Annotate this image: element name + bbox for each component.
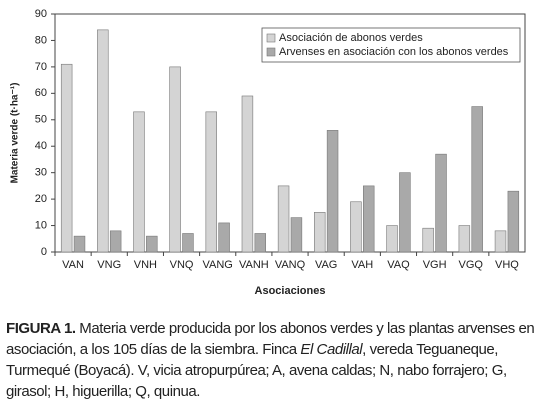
y-tick-label: 10 <box>35 219 47 231</box>
legend-swatch <box>266 33 276 43</box>
bar <box>97 29 109 253</box>
bar <box>494 230 507 253</box>
y-tick-label: 80 <box>35 34 47 46</box>
x-tick-label: VAQ <box>387 259 410 271</box>
x-tick-label: VGQ <box>459 259 484 271</box>
x-tick-label: VAG <box>315 259 337 271</box>
y-tick-label: 20 <box>35 193 47 205</box>
y-tick-label: 0 <box>41 246 47 258</box>
chart: Materia verde (t·ha⁻¹) Asociaciones 0 10 2… <box>10 8 526 297</box>
bar <box>326 130 339 253</box>
y-tick-label: 90 <box>35 8 47 20</box>
y-tick-label: 40 <box>35 140 47 152</box>
legend-label: Asociación de abonos verdes <box>279 32 423 44</box>
bar <box>241 95 254 253</box>
y-tick-label: 60 <box>35 87 47 99</box>
bar <box>350 201 362 253</box>
x-tick-label: VANH <box>239 259 269 271</box>
y-tick-label: 70 <box>35 61 47 73</box>
bar <box>363 185 375 253</box>
bar <box>471 106 483 253</box>
caption-label: FIGURA 1. <box>6 320 76 337</box>
bar <box>314 212 326 253</box>
x-tick-label: VHQ <box>495 259 519 271</box>
bar <box>146 235 158 253</box>
x-tick-label: VNQ <box>170 259 194 271</box>
legend-swatch <box>266 47 276 57</box>
bar <box>435 153 447 253</box>
x-axis-label: Asociaciones <box>255 285 326 297</box>
y-tick-label: 50 <box>35 114 47 126</box>
bar <box>422 227 434 253</box>
x-tick-label: VANQ <box>275 259 306 271</box>
bar <box>277 185 290 253</box>
x-tick-label: VGH <box>423 259 447 271</box>
caption-text: Materia verde producida por los abonos v… <box>6 320 535 358</box>
bar <box>205 111 217 253</box>
x-tick-label: VAH <box>351 259 373 271</box>
x-tick-label: VANG <box>203 259 233 271</box>
legend-box <box>261 27 521 63</box>
x-tick-label: VAN <box>62 259 84 271</box>
bar <box>133 111 145 253</box>
caption-text: , vereda Teguaneque, Turmequé (Boyacá). … <box>6 341 507 400</box>
y-axis-label: Materia verde (t·ha⁻¹) <box>10 83 21 184</box>
bar <box>507 190 520 253</box>
bar <box>458 225 471 253</box>
bar <box>254 233 266 253</box>
bar <box>182 233 194 253</box>
bar <box>399 172 411 253</box>
caption-italic: El Cadillal <box>300 341 363 358</box>
bar <box>60 63 73 253</box>
x-tick-label: VNH <box>134 259 157 271</box>
legend-label: Arvenses en asociación con los abonos ve… <box>279 46 509 58</box>
bar <box>109 230 122 253</box>
bar <box>218 222 230 253</box>
bar <box>386 225 398 253</box>
caption: FIGURA 1. Materia verde producida por lo… <box>6 318 538 402</box>
y-tick-label: 30 <box>35 167 47 179</box>
bar <box>169 66 181 253</box>
plot-area <box>54 13 526 253</box>
bar <box>73 235 86 253</box>
x-tick-label: VNG <box>97 259 121 271</box>
bar <box>290 217 303 253</box>
